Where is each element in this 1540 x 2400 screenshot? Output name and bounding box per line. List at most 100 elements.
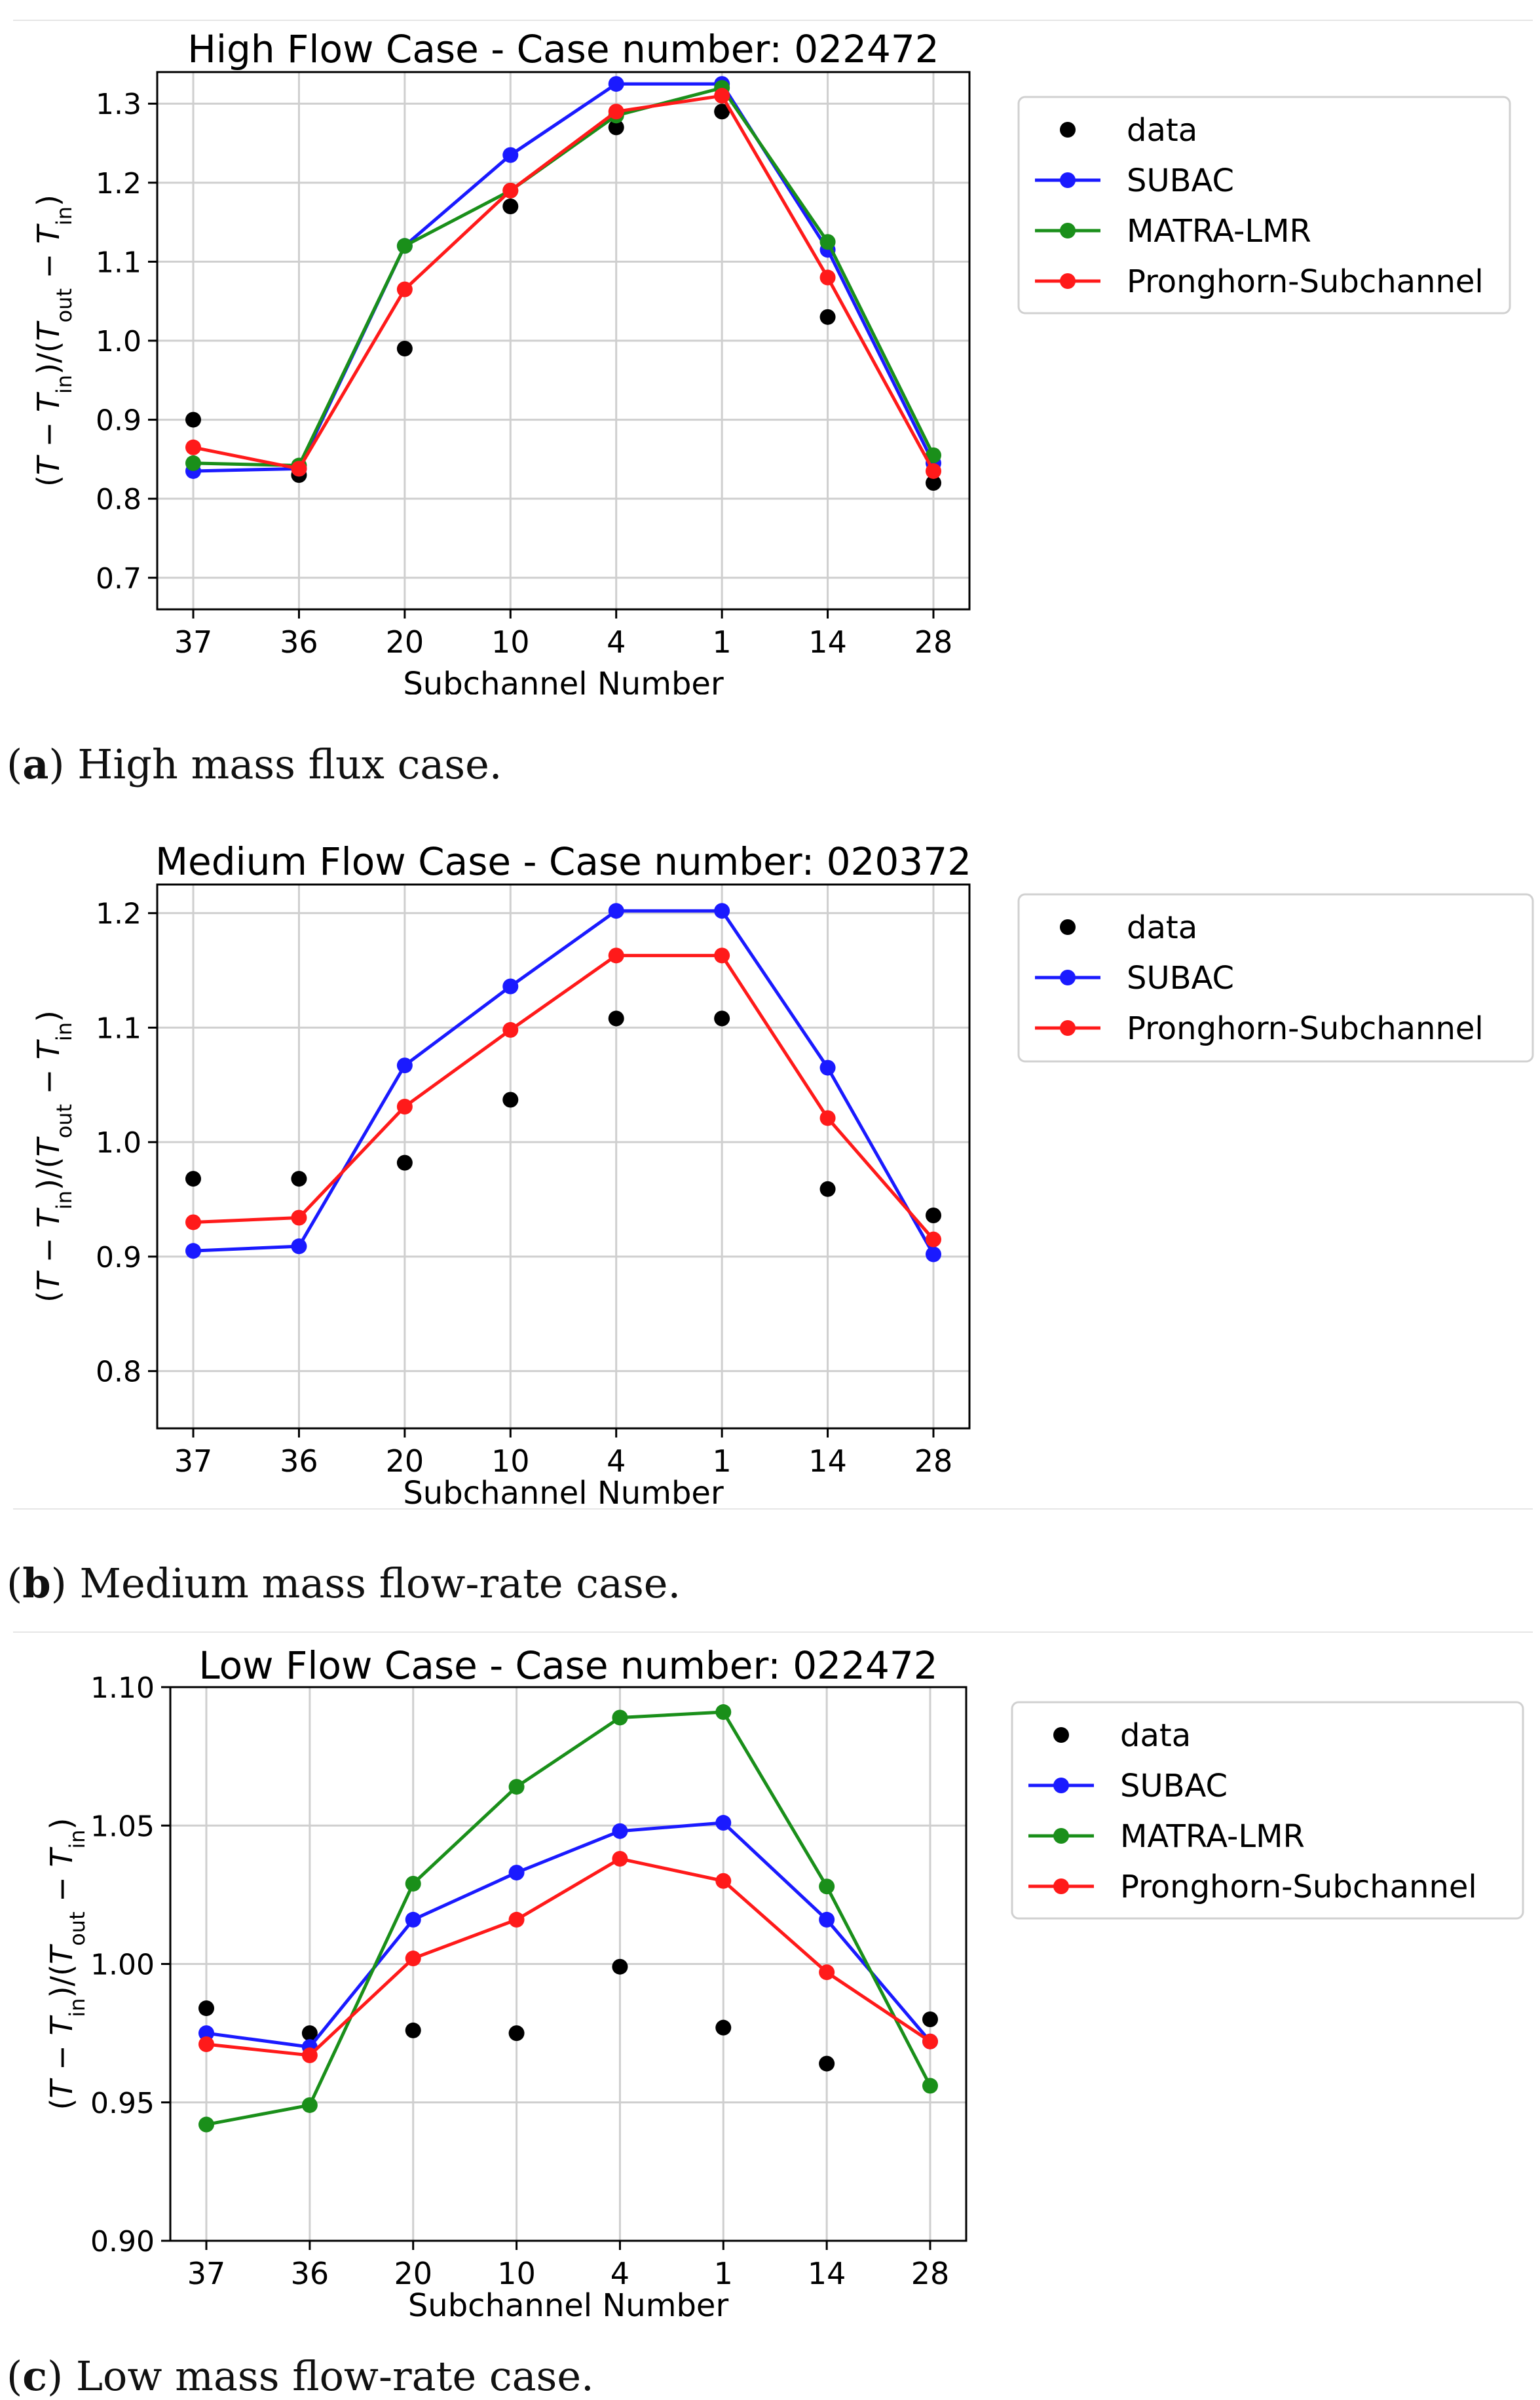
y-axis-label: (T − Tin)/(Tout − Tin) <box>44 1818 90 2110</box>
caption-c: (c) Low mass flow-rate case. <box>7 2352 594 2400</box>
x-tick-label: 36 <box>280 1443 318 1479</box>
data-point-pronghorn-subchannel <box>291 1210 307 1226</box>
x-tick-label: 36 <box>291 2256 329 2291</box>
data-point-pronghorn-subchannel <box>291 461 307 477</box>
caption-a: (a) High mass flux case. <box>7 740 502 788</box>
data-point-subac <box>926 1246 941 1263</box>
x-tick-label: 14 <box>808 624 847 660</box>
x-tick-label: 1 <box>714 2256 733 2291</box>
y-axis-label-text: (T − Tin)/(Tout − Tin) <box>31 1010 77 1303</box>
y-tick-label: 0.95 <box>90 2087 155 2120</box>
data-point-data <box>926 1207 941 1223</box>
data-point-pronghorn-subchannel <box>612 1850 628 1867</box>
series-line-pronghorn-subchannel <box>193 953 935 1241</box>
data-point-matra-lmr <box>819 234 836 250</box>
data-point-pronghorn-subchannel <box>926 1231 941 1248</box>
legend-swatch-marker <box>1053 1778 1069 1793</box>
x-tick-label: 1 <box>713 1443 732 1479</box>
data-point-data <box>608 1010 624 1027</box>
data-point-pronghorn-subchannel <box>926 463 941 479</box>
chart-medium-flow: Medium Flow Case - Case number: 020372 0.… <box>31 839 1534 1512</box>
data-point-subac <box>819 1059 836 1076</box>
data-point-data <box>405 2022 421 2038</box>
data-point-data <box>508 2025 525 2042</box>
data-point-data <box>396 1154 413 1171</box>
series-line-subac <box>193 909 935 1255</box>
data-point-matra-lmr <box>396 238 413 254</box>
y-axis-label: (T − Tin)/(Tout − Tin) <box>31 1010 77 1303</box>
y-tick-label: 0.9 <box>96 1241 141 1274</box>
chart-panel-a: High Flow Case - Case number: 022472 0.7 0… <box>0 0 1540 788</box>
legend-box <box>1011 1701 1524 1920</box>
series-line-pronghorn-subchannel <box>206 1857 931 2057</box>
series-line-subac <box>206 1821 931 2049</box>
x-tick-label: 4 <box>607 1443 626 1479</box>
data-point-subac <box>502 978 519 995</box>
chart-title: High Flow Case - Case number: 022472 <box>187 27 939 71</box>
data-point-pronghorn-subchannel <box>396 281 413 297</box>
y-tick-label: 1.10 <box>90 1671 155 1705</box>
legend-swatch-marker <box>1060 172 1076 188</box>
y-tick-label: 1.1 <box>96 246 141 279</box>
y-axis-label-text: (T − Tin)/(Tout − Tin) <box>31 195 77 487</box>
data-point-matra-lmr <box>301 2097 318 2113</box>
data-point-pronghorn-subchannel <box>185 439 201 455</box>
legend-swatch-marker <box>1060 273 1076 289</box>
data-point-subac <box>185 1243 201 1259</box>
legend-swatch-marker <box>1053 1727 1069 1743</box>
x-axis-label: Subchannel Number <box>403 666 724 695</box>
legend-entry-matra-lmr: MATRA-LMR <box>1127 213 1311 250</box>
x-tick-label: 36 <box>280 624 318 660</box>
data-point-subac <box>405 1911 421 1928</box>
data-point-data <box>185 1171 201 1187</box>
data-point-matra-lmr <box>508 1779 525 1795</box>
data-point-pronghorn-subchannel <box>715 1873 732 1889</box>
data-point-pronghorn-subchannel <box>396 1098 413 1114</box>
x-tick-label: 37 <box>174 1443 213 1479</box>
data-point-subac <box>715 1815 732 1831</box>
legend-box <box>1017 96 1511 314</box>
x-tick-label: 4 <box>610 2256 629 2291</box>
data-point-matra-lmr <box>198 2116 214 2133</box>
data-point-data <box>715 2019 732 2036</box>
y-tick-label: 1.0 <box>96 1126 141 1160</box>
data-point-data <box>922 2011 938 2027</box>
x-axis-label: Subchannel Number <box>403 1475 724 1512</box>
legend-swatch-marker <box>1053 1878 1069 1894</box>
plot-area <box>157 885 969 1428</box>
data-point-data <box>291 1171 307 1187</box>
x-tick-label: 20 <box>386 1443 424 1479</box>
legend-entry-data: data <box>1120 1717 1191 1754</box>
legend-swatch-marker <box>1060 223 1076 238</box>
data-point-pronghorn-subchannel <box>198 2036 214 2053</box>
caption-label: a <box>22 740 49 788</box>
data-point-data <box>714 104 730 120</box>
y-tick-label: 0.90 <box>90 2225 155 2258</box>
legend-entry-data: data <box>1127 909 1197 946</box>
data-point-subac <box>714 903 730 919</box>
data-point-subac <box>819 1911 835 1928</box>
x-tick-label: 20 <box>394 2256 432 2291</box>
y-tick-label: 1.0 <box>96 325 141 358</box>
data-point-matra-lmr <box>819 1878 835 1895</box>
x-tick-label: 20 <box>386 624 424 660</box>
data-point-data <box>612 1958 628 1975</box>
data-point-matra-lmr <box>715 1704 732 1721</box>
caption-label: c <box>22 2352 47 2400</box>
caption-text: Medium mass flow-rate case. <box>79 1559 681 1607</box>
y-tick-label: 1.3 <box>96 88 141 121</box>
legend-swatch-marker <box>1060 919 1076 935</box>
panel-bottom-border <box>13 1508 1533 1510</box>
plot-frame <box>156 71 971 611</box>
data-point-matra-lmr <box>922 2078 938 2094</box>
x-tick-label: 10 <box>497 2256 536 2291</box>
x-tick-label: 28 <box>911 2256 950 2291</box>
data-point-pronghorn-subchannel <box>819 1964 835 1981</box>
x-tick-label: 37 <box>187 2256 226 2291</box>
data-point-data <box>819 309 836 325</box>
data-point-pronghorn-subchannel <box>922 2033 938 2049</box>
legend-entry-matra-lmr: MATRA-LMR <box>1120 1818 1305 1855</box>
x-tick-label: 10 <box>491 1443 530 1479</box>
legend-entry-subac: SUBAC <box>1120 1768 1228 1804</box>
data-point-matra-lmr <box>185 455 201 471</box>
